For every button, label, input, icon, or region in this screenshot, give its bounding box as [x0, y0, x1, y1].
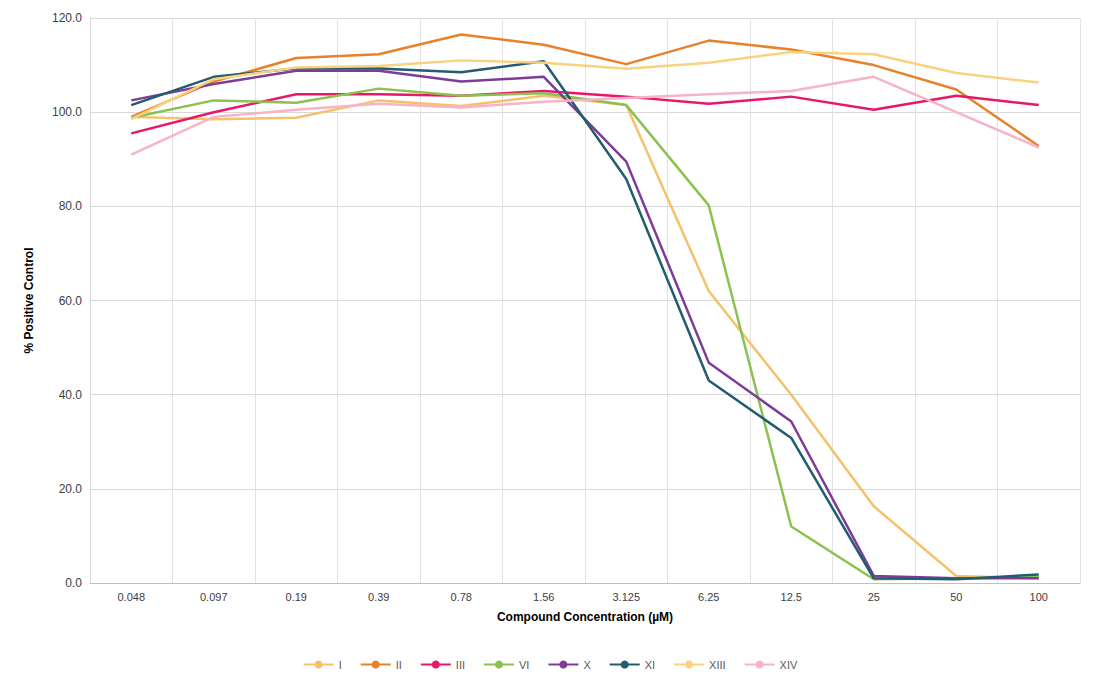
svg-text:% Positive Control: % Positive Control [22, 247, 36, 353]
svg-text:0.048: 0.048 [117, 591, 145, 603]
svg-text:0.78: 0.78 [451, 591, 472, 603]
svg-text:0.39: 0.39 [368, 591, 389, 603]
svg-text:VI: VI [519, 659, 529, 671]
svg-text:20.0: 20.0 [59, 482, 83, 496]
svg-text:XIV: XIV [780, 659, 798, 671]
svg-text:0.097: 0.097 [200, 591, 228, 603]
svg-text:XI: XI [645, 659, 655, 671]
svg-text:120.0: 120.0 [52, 11, 82, 25]
svg-text:II: II [396, 659, 402, 671]
svg-text:Compound Concentration (µM): Compound Concentration (µM) [497, 610, 673, 624]
svg-text:40.0: 40.0 [59, 388, 83, 402]
svg-text:6.25: 6.25 [698, 591, 719, 603]
svg-text:100: 100 [1030, 591, 1048, 603]
svg-text:3.125: 3.125 [612, 591, 640, 603]
svg-text:25: 25 [868, 591, 880, 603]
svg-text:12.5: 12.5 [781, 591, 802, 603]
svg-text:X: X [583, 659, 591, 671]
svg-text:III: III [456, 659, 465, 671]
svg-text:XIII: XIII [709, 659, 726, 671]
svg-text:60.0: 60.0 [59, 294, 83, 308]
svg-text:0.0: 0.0 [65, 576, 82, 590]
svg-text:80.0: 80.0 [59, 199, 83, 213]
svg-text:I: I [339, 659, 342, 671]
svg-text:1.56: 1.56 [533, 591, 554, 603]
svg-text:0.19: 0.19 [286, 591, 307, 603]
svg-text:100.0: 100.0 [52, 105, 82, 119]
svg-text:50: 50 [950, 591, 962, 603]
